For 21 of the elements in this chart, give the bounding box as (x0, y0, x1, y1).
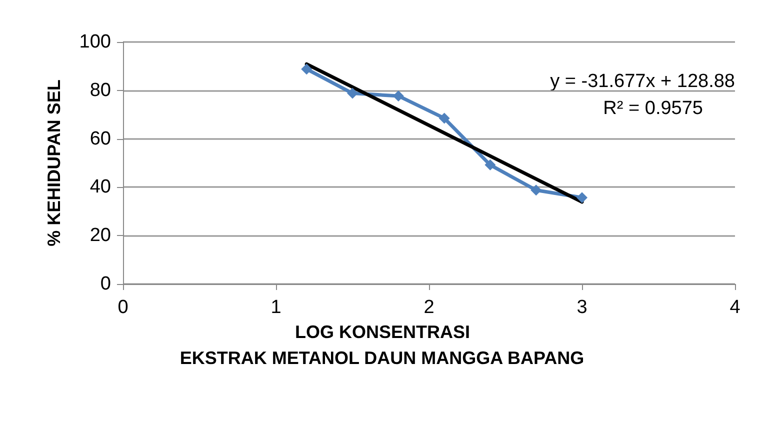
x-tick-label: 4 (730, 297, 741, 318)
point (576, 192, 588, 204)
y-tick-label: 60 (90, 128, 111, 150)
annotation: R² = 0.9575 (603, 98, 704, 119)
y-axis-title: % KEHIDUPAN SEL (44, 80, 64, 246)
point (301, 64, 312, 75)
y-tick-label: 100 (79, 32, 111, 52)
x-tick-label: 0 (118, 297, 128, 318)
y-tick-label: 40 (90, 176, 111, 198)
point (484, 159, 496, 170)
annotation: y = -31.677x + 128.88 (550, 71, 736, 92)
point (530, 184, 542, 196)
x-axis-title: LOG KONSENTRASI EKSTRAK METANOL DAUN MANGGA BAPANG (180, 322, 584, 368)
y-tick-label: 80 (90, 80, 111, 101)
point (347, 88, 358, 99)
point (438, 112, 450, 124)
y-tick-label: 20 (90, 225, 111, 246)
x-tick-label: 1 (270, 297, 282, 318)
x-tick-label: 3 (576, 297, 588, 318)
x-tick-label: 2 (424, 297, 434, 318)
y-tick-label: 0 (100, 274, 111, 294)
